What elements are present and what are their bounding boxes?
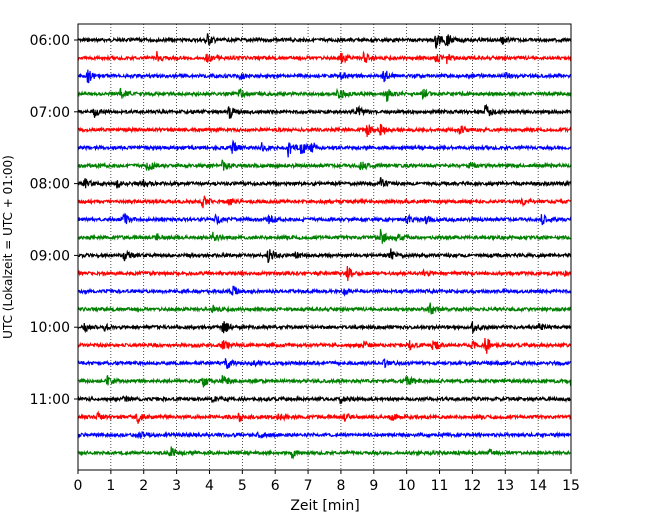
x-tick-label-12: 12 [463, 478, 481, 494]
trace-1015 [77, 337, 572, 354]
x-tick-label-11: 11 [431, 478, 449, 494]
x-axis-label: Zeit [min] [290, 498, 359, 514]
x-tick-label-10: 10 [398, 478, 416, 494]
trace-0930 [77, 285, 572, 297]
trace-1115 [77, 410, 572, 424]
trace-0900 [77, 248, 572, 263]
x-tick-label-6: 6 [271, 478, 280, 494]
y-tick-label-1: 07:00 [30, 105, 70, 121]
trace-0600 [77, 33, 572, 50]
y-tick-label-3: 09:00 [30, 248, 70, 264]
y-tick-label-0: 06:00 [30, 33, 70, 49]
grid-lines [110, 24, 539, 470]
y-tick-label-5: 11:00 [30, 392, 70, 408]
x-tick-label-8: 8 [336, 478, 345, 494]
trace-0845 [77, 229, 572, 244]
x-tick-label-7: 7 [304, 478, 313, 494]
trace-1100 [77, 395, 572, 405]
trace-0915 [77, 265, 572, 281]
x-axis-ticks: 0 1 2 3 4 5 6 7 8 9 10 11 12 13 14 15 [74, 470, 580, 494]
x-tick-label-3: 3 [172, 478, 181, 494]
trace-0630 [77, 69, 572, 84]
trace-0700 [77, 103, 572, 120]
x-tick-label-1: 1 [106, 478, 115, 494]
x-tick-label-14: 14 [529, 478, 547, 494]
trace-0715 [77, 123, 572, 137]
x-tick-label-9: 9 [369, 478, 378, 494]
trace-0830 [77, 212, 572, 226]
trace-1145 [77, 446, 572, 460]
y-axis-label: UTC (Lokalzeit = UTC + 01:00) [1, 155, 15, 339]
x-tick-label-13: 13 [496, 478, 514, 494]
trace-0815 [77, 195, 572, 209]
trace-0945 [77, 302, 572, 315]
x-tick-label-15: 15 [562, 478, 580, 494]
x-tick-label-5: 5 [238, 478, 247, 494]
seismogram-traces [77, 33, 572, 460]
y-tick-label-4: 10:00 [30, 320, 70, 336]
x-tick-label-2: 2 [139, 478, 148, 494]
trace-1130 [77, 430, 572, 440]
trace-1030 [77, 358, 572, 369]
trace-0745 [77, 159, 572, 171]
x-tick-label-4: 4 [205, 478, 214, 494]
trace-0615 [77, 50, 572, 65]
x-tick-label-0: 0 [74, 478, 83, 494]
trace-0800 [77, 176, 572, 189]
trace-1000 [77, 321, 572, 334]
trace-0645 [77, 87, 572, 102]
y-tick-label-2: 08:00 [30, 177, 70, 193]
y-axis-ticks: 06:00 07:00 08:00 09:00 10:00 11:00 [30, 33, 78, 408]
plot-frame [77, 23, 572, 471]
trace-1045 [77, 375, 572, 388]
trace-0730 [77, 139, 572, 158]
